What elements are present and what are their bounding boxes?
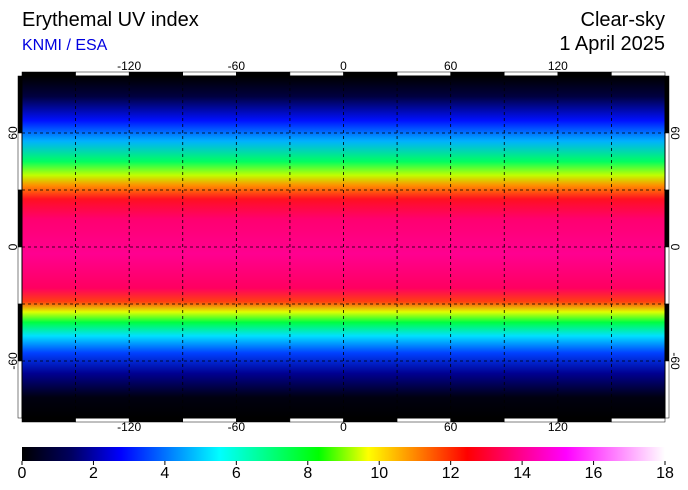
colorbar-tick-label: 18 xyxy=(656,465,674,482)
frame-bar xyxy=(664,189,670,248)
colorbar-tick-label: 4 xyxy=(160,465,169,482)
colorbar-tick-label: 8 xyxy=(303,465,312,482)
colorbar-tick-label: 0 xyxy=(18,465,27,482)
lon-tick-label: -60 xyxy=(228,420,246,434)
frame-bar xyxy=(343,417,398,423)
frame-bar xyxy=(17,132,23,191)
frame-bar xyxy=(664,75,670,134)
lon-tick-label: 0 xyxy=(340,59,347,73)
lon-tick-label: 120 xyxy=(548,59,568,73)
colorbar-tick-label: 12 xyxy=(442,465,460,482)
map-frame xyxy=(21,75,666,419)
date: 1 April 2025 xyxy=(559,33,665,55)
frame-bar xyxy=(664,132,670,191)
frame-bar xyxy=(17,75,23,134)
condition: Clear-sky xyxy=(581,9,665,31)
colorbar xyxy=(22,447,665,461)
frame-bar xyxy=(17,246,23,305)
colorbar-tick-label: 2 xyxy=(89,465,98,482)
frame-bar xyxy=(611,71,666,77)
lon-tick-label: -120 xyxy=(117,420,141,434)
lon-tick-label: 0 xyxy=(340,420,347,434)
frame-bar xyxy=(289,71,344,77)
lat-tick-label: 0 xyxy=(6,243,20,250)
frame-bar xyxy=(343,71,398,77)
frame-bar xyxy=(396,417,451,423)
lat-tick-label: 60 xyxy=(6,126,20,140)
frame-bar xyxy=(17,189,23,248)
lon-tick-label: -120 xyxy=(117,59,141,73)
frame-bar xyxy=(450,71,505,77)
colorbar-tick-label: 16 xyxy=(585,465,603,482)
frame-bar xyxy=(21,71,76,77)
frame-bar xyxy=(21,417,76,423)
colorbar-tick-label: 10 xyxy=(370,465,388,482)
frame-bar xyxy=(289,417,344,423)
lat-tick-label: 0 xyxy=(668,244,682,251)
lon-tick-label: -60 xyxy=(228,59,246,73)
frame-bar xyxy=(450,417,505,423)
colorbar-tick-label: 14 xyxy=(513,465,531,482)
title: Erythemal UV index xyxy=(22,9,199,31)
source: KNMI / ESA xyxy=(22,37,108,54)
colorbar-tick-label: 6 xyxy=(232,465,241,482)
frame-bar xyxy=(611,417,666,423)
frame-bar xyxy=(396,71,451,77)
lat-tick-label: -60 xyxy=(668,352,682,370)
lon-tick-label: 60 xyxy=(444,420,458,434)
lon-tick-label: 60 xyxy=(444,59,458,73)
lat-tick-label: -60 xyxy=(6,352,20,370)
lat-tick-label: 60 xyxy=(668,126,682,140)
frame-bar xyxy=(664,246,670,305)
lon-tick-label: 120 xyxy=(548,420,568,434)
